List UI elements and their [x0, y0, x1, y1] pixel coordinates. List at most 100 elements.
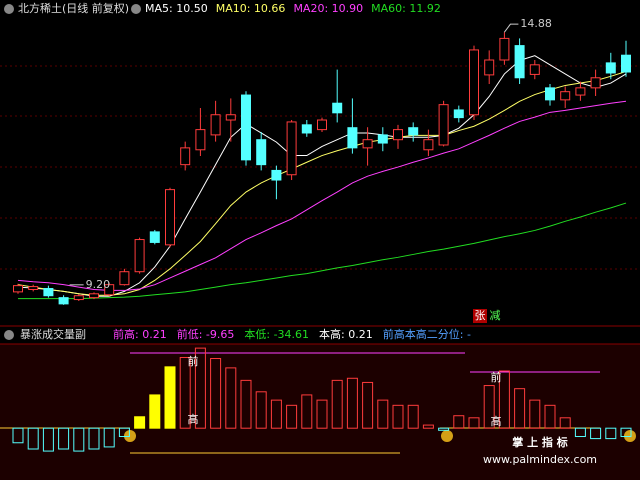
- menu-icon[interactable]: [4, 4, 14, 14]
- indicator-bar: [270, 399, 282, 429]
- badge: 张: [475, 309, 486, 322]
- ma-legend: MA5: 10.50: [145, 2, 208, 15]
- high-leader: [504, 23, 519, 33]
- indicator-bar: [407, 404, 419, 429]
- indicator-bar: [134, 416, 146, 429]
- indicator-bar: [559, 417, 571, 429]
- badge-bg: [473, 309, 487, 323]
- indicator-bar: [164, 366, 176, 429]
- candle-body: [362, 139, 373, 149]
- candle-body: [560, 91, 571, 101]
- decor-grid: [0, 65, 640, 270]
- candle-body: [529, 64, 540, 75]
- candle-body: [241, 94, 251, 161]
- indicator-bar: [179, 356, 191, 429]
- candle-body: [332, 102, 343, 114]
- candle-body: [210, 114, 221, 136]
- candle-body: [453, 109, 464, 119]
- candle-body: [13, 285, 23, 293]
- candle-body: [484, 59, 495, 76]
- stat: 本高: 0.21: [319, 327, 373, 341]
- stat: 前高: 0.21: [113, 327, 167, 341]
- candle-body: [605, 62, 616, 74]
- indicator-bar: [27, 427, 39, 450]
- title: 北方稀土(日线 前复权): [18, 1, 129, 15]
- watermark-url: www.palmindex.com: [483, 453, 597, 466]
- indicator-bar: [58, 427, 70, 450]
- indicator-bar: [301, 394, 313, 429]
- indicator-bar: [422, 424, 434, 429]
- ma-legend: MA60: 11.92: [371, 2, 441, 15]
- candle-body: [28, 286, 39, 290]
- indicator-bar: [514, 388, 526, 429]
- candle-body: [58, 297, 69, 305]
- marker: 高: [491, 414, 502, 428]
- marker: 前: [188, 354, 199, 368]
- candle-body: [119, 271, 130, 286]
- ma-line: [17, 55, 627, 297]
- ma-line: [18, 202, 627, 300]
- candle-body: [575, 87, 586, 96]
- indicator-bar: [210, 358, 222, 429]
- candle-body: [225, 114, 236, 121]
- indicator-bar: [620, 427, 632, 438]
- watermark-brand: 掌 上 指 标: [512, 435, 568, 449]
- indicator-bar: [255, 391, 267, 429]
- candle-body: [347, 127, 358, 149]
- indicator-bar: [12, 427, 24, 444]
- marker: 前: [491, 370, 502, 384]
- candle-body: [180, 147, 191, 166]
- indicator-bar: [118, 427, 130, 438]
- indicator-bar: [468, 417, 480, 429]
- candle-body: [256, 139, 267, 166]
- indicator-bar: [346, 377, 358, 429]
- indicator-bar: [574, 427, 586, 438]
- menu-icon[interactable]: [4, 330, 14, 340]
- indicator-bar: [483, 385, 495, 429]
- indicator-bar: [194, 347, 206, 429]
- ma-line: [17, 71, 627, 296]
- indicator-title: 暴涨成交量副: [20, 327, 86, 341]
- candle-body: [149, 231, 160, 243]
- indicator-bar: [88, 427, 100, 450]
- stat: 前高本高二分位: -: [383, 327, 471, 341]
- indicator-bar: [498, 370, 510, 429]
- candle-body: [621, 54, 631, 73]
- indicator-bar: [529, 399, 541, 429]
- candle-body: [393, 129, 403, 141]
- candle-body: [438, 104, 449, 146]
- ma-legend: MA10: 10.66: [216, 2, 286, 15]
- badge-bg: [488, 309, 502, 323]
- candle-body: [469, 49, 479, 116]
- candle-body: [195, 129, 206, 151]
- indicator-bar: [73, 427, 85, 452]
- indicator-bar: [392, 404, 404, 429]
- indicator-bar: [590, 427, 602, 440]
- candle-body: [408, 127, 419, 136]
- indicator-bar: [544, 404, 556, 429]
- candle-body: [43, 288, 54, 297]
- candle-body: [499, 37, 510, 61]
- menu-icon[interactable]: [131, 4, 141, 14]
- indicator-bar: [331, 379, 343, 429]
- indicator-bar: [438, 427, 450, 431]
- indicator-bar: [240, 379, 252, 429]
- candle-body: [377, 134, 388, 144]
- candle-body: [514, 45, 525, 79]
- indicator-bar: [453, 415, 465, 429]
- indicator-bar: [286, 404, 298, 429]
- indicator-bar: [605, 427, 617, 440]
- candle-body: [271, 169, 282, 181]
- indicator-bar: [42, 427, 54, 452]
- indicator-bar: [377, 399, 389, 429]
- candle-body: [134, 239, 145, 273]
- ma-line: [17, 100, 627, 291]
- candle-body: [73, 295, 84, 301]
- badge: 减: [490, 309, 501, 322]
- candle-body: [165, 189, 175, 246]
- indicator-bar: [149, 394, 161, 429]
- low-label: 9.20: [86, 278, 111, 291]
- stat: 本低: -34.61: [244, 327, 309, 341]
